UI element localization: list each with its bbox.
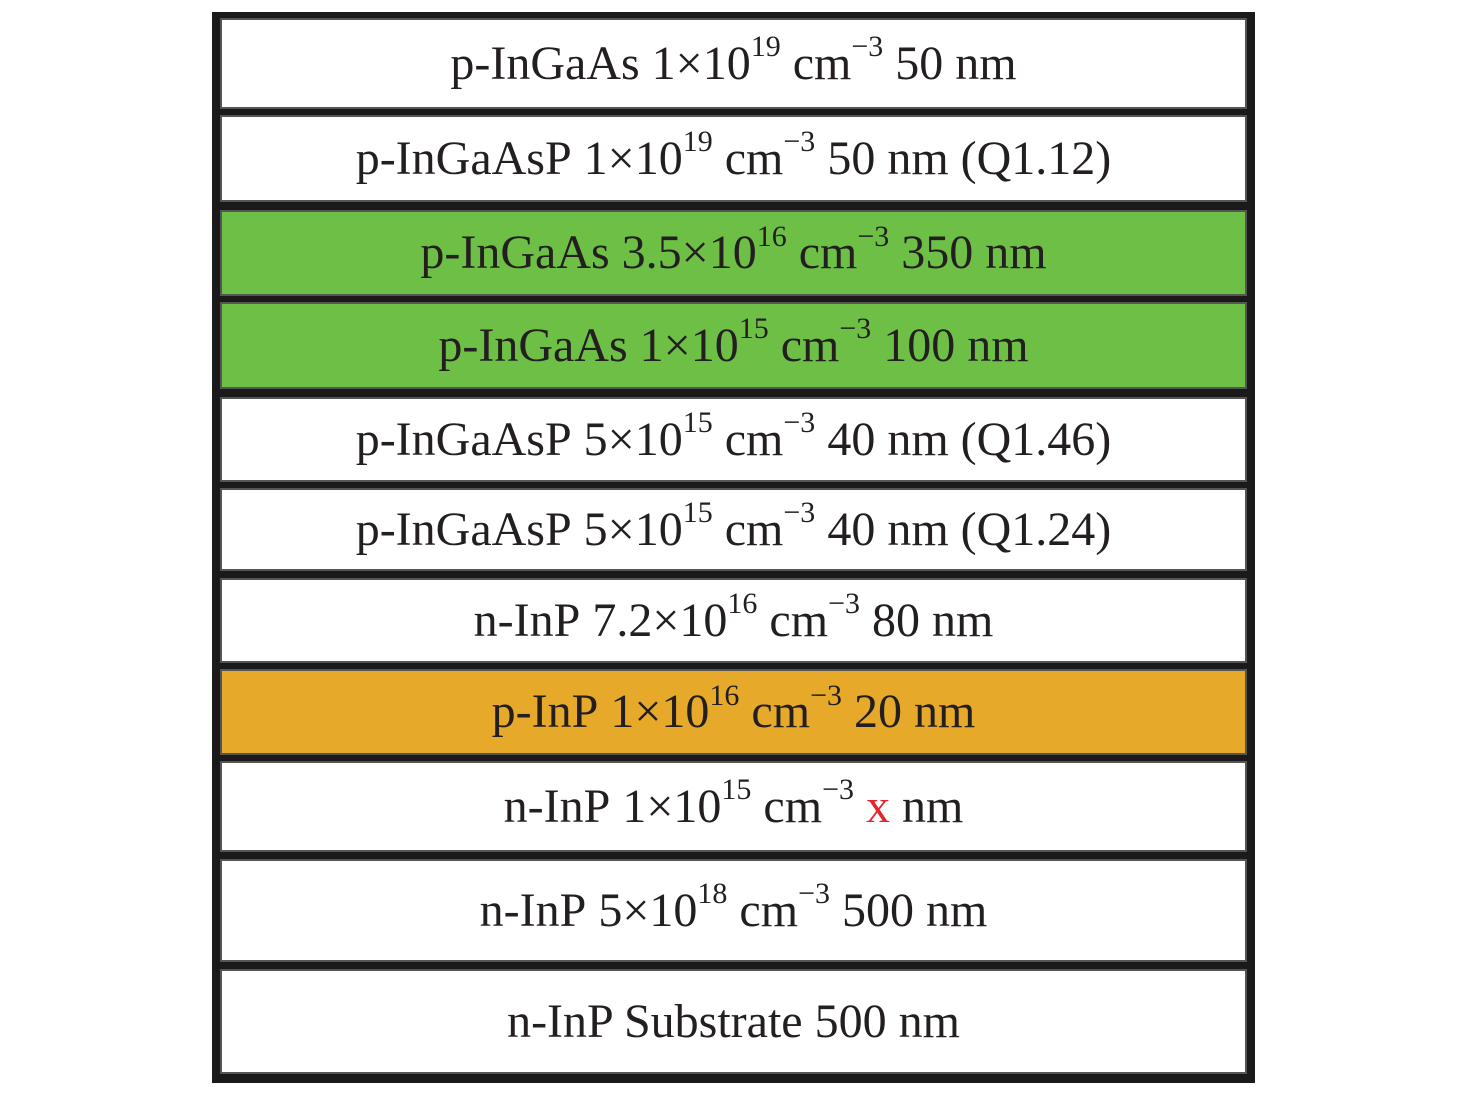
layer-9-thickness-variable: x xyxy=(865,779,890,833)
layer-6-thickness: 40 nm xyxy=(827,502,949,556)
layer-1-thickness: 50 nm xyxy=(895,36,1017,90)
layer-4-absorber: p-InGaAs 1×10 15 cm −3 100 nm xyxy=(220,302,1247,389)
layer-10-unit: cm xyxy=(739,883,799,937)
layer-5-unit: cm xyxy=(724,412,784,466)
layer-1-contact: p-InGaAs 1×10 19 cm −3 50 nm xyxy=(220,18,1247,109)
layer-2-unit: cm xyxy=(724,131,784,185)
layer-2-material: p-InGaAsP xyxy=(355,131,572,185)
layer-7-thickness: 80 nm xyxy=(871,593,994,647)
layer-7-cliff: n-InP 7.2×10 16 cm −3 80 nm xyxy=(220,578,1247,663)
layer-2-doping: 1×10 xyxy=(583,131,683,185)
layer-5-grading: p-InGaAsP 5×10 15 cm −3 40 nm (Q1.46) xyxy=(220,397,1247,482)
layer-7-unit: cm xyxy=(769,593,829,647)
layer-6-doping: 5×10 xyxy=(583,502,683,556)
layer-4-unit: cm xyxy=(780,318,840,372)
layer-5-material: p-InGaAsP xyxy=(355,412,572,466)
layer-8-doping: 1×10 xyxy=(610,685,710,738)
layer-7-doping: 7.2×10 xyxy=(592,593,728,647)
layer-5-thickness: 40 nm xyxy=(827,412,949,466)
layer-5-doping: 5×10 xyxy=(583,412,683,466)
layer-stack-diagram: p-InGaAs 1×10 19 cm −3 50 nm p-InGaAsP 1×1… xyxy=(212,12,1255,1083)
layer-8-charge: p-InP 1×10 16 cm −3 20 nm xyxy=(220,669,1247,755)
layer-9-material: n-InP xyxy=(503,779,611,833)
layer-9-doping: 1×10 xyxy=(622,779,722,833)
layer-8-material: p-InP xyxy=(491,685,599,738)
layer-2-composition: (Q1.12) xyxy=(960,131,1112,185)
layer-9-unit: cm xyxy=(763,779,823,833)
layer-5-composition: (Q1.46) xyxy=(960,412,1112,466)
layer-3-thickness: 350 nm xyxy=(901,226,1047,279)
layer-4-material: p-InGaAs xyxy=(438,318,628,372)
layer-8-unit: cm xyxy=(751,685,811,738)
layer-3-material: p-InGaAs xyxy=(420,226,610,279)
layer-10-doping: 5×10 xyxy=(598,883,698,937)
layer-6-material: p-InGaAsP xyxy=(355,502,572,556)
layer-1-doping: 1×10 xyxy=(651,36,751,90)
layer-1-unit: cm xyxy=(792,36,852,90)
layer-2-thickness: 50 nm xyxy=(827,131,949,185)
layer-9-thickness-unit: nm xyxy=(901,779,964,833)
layer-4-thickness: 100 nm xyxy=(883,318,1029,372)
layer-3-doping: 3.5×10 xyxy=(621,226,757,279)
layer-11-label: n-InP Substrate 500 nm xyxy=(507,994,960,1048)
layer-2-grading: p-InGaAsP 1×10 19 cm −3 50 nm (Q1.12) xyxy=(220,115,1247,202)
layer-7-material: n-InP xyxy=(473,593,581,647)
layer-8-thickness: 20 nm xyxy=(853,685,976,738)
layer-6-grading: p-InGaAsP 5×10 15 cm −3 40 nm (Q1.24) xyxy=(220,488,1247,571)
layer-3-unit: cm xyxy=(798,226,858,279)
layer-10-material: n-InP xyxy=(479,883,587,937)
layer-9-collector: n-InP 1×10 15 cm −3 x nm xyxy=(220,761,1247,852)
layer-6-unit: cm xyxy=(724,502,784,556)
layer-11-substrate: n-InP Substrate 500 nm xyxy=(220,969,1247,1074)
layer-4-doping: 1×10 xyxy=(639,318,739,372)
layer-3-absorber: p-InGaAs 3.5×10 16 cm −3 350 nm xyxy=(220,210,1247,296)
layer-6-composition: (Q1.24) xyxy=(960,502,1112,556)
layer-10-buffer: n-InP 5×10 18 cm −3 500 nm xyxy=(220,859,1247,962)
layer-1-material: p-InGaAs xyxy=(450,36,640,90)
layer-10-thickness: 500 nm xyxy=(841,883,988,937)
